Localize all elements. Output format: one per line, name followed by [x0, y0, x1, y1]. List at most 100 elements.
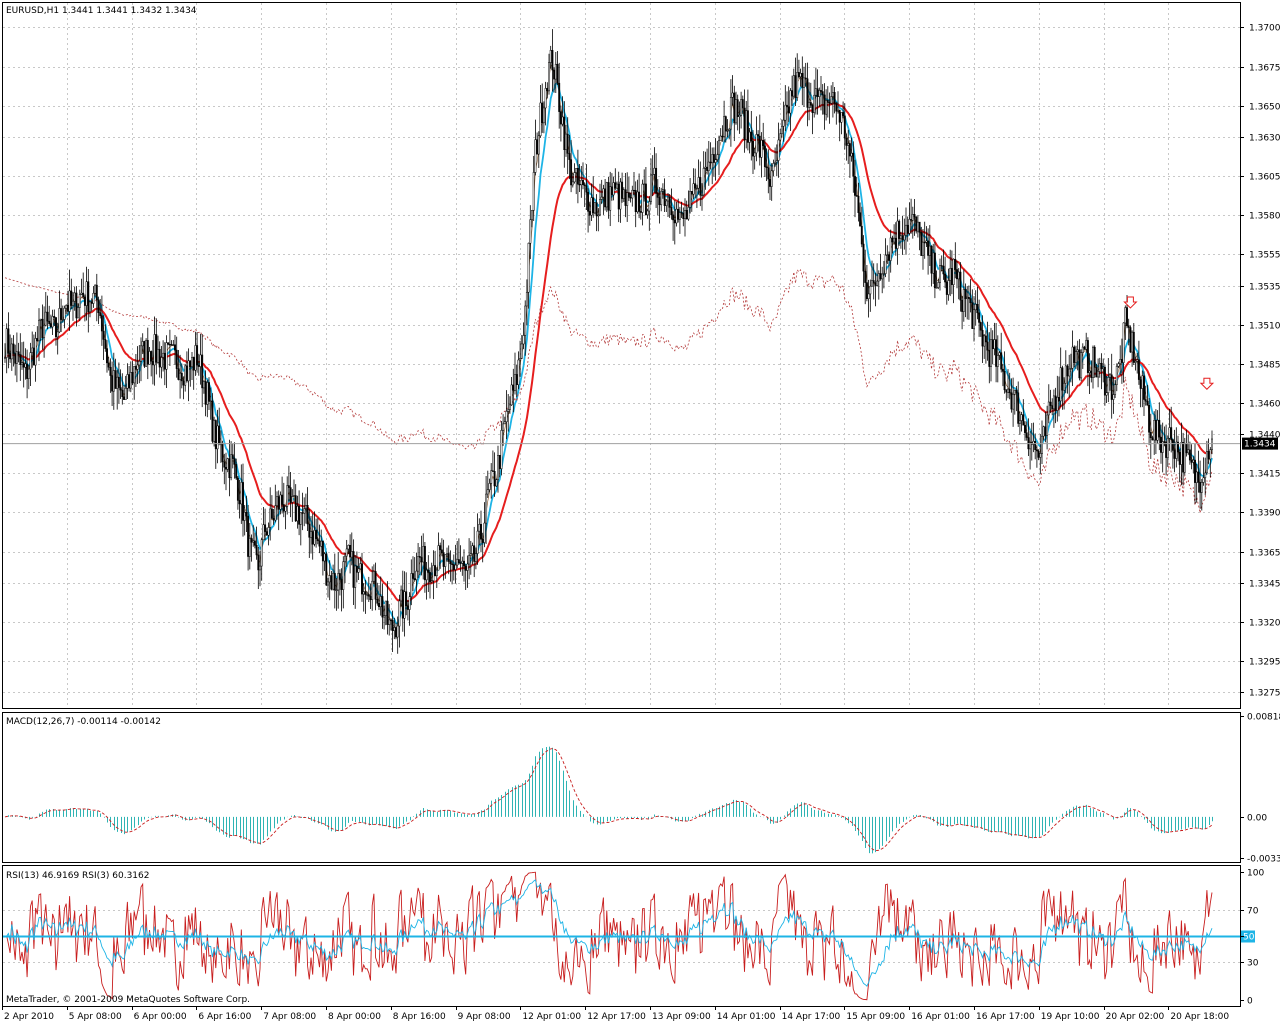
candle-body: [986, 341, 989, 351]
candle-body: [211, 400, 214, 442]
candle-body: [670, 207, 673, 216]
candle-body: [595, 202, 598, 217]
candle-body: [265, 531, 268, 536]
candle-body: [626, 192, 629, 206]
current-price-tag: 1.3434: [1242, 437, 1278, 450]
candle-body: [1110, 374, 1113, 400]
candle-body: [558, 82, 561, 112]
candle-body: [1013, 389, 1016, 395]
candle-body: [702, 168, 705, 196]
candle-body: [117, 376, 120, 388]
candle-body: [1102, 366, 1105, 370]
candle-body: [520, 343, 523, 359]
candle-body: [432, 565, 435, 581]
candle-body: [1134, 361, 1137, 363]
candle-body: [582, 179, 584, 186]
candle-body: [799, 73, 802, 78]
candle-body: [167, 342, 170, 345]
candle-body: [915, 216, 918, 232]
candle-body: [593, 202, 596, 214]
candle-body: [964, 289, 967, 300]
candle-body: [230, 454, 233, 479]
candle-body: [694, 183, 697, 189]
candlesticks[interactable]: [4, 29, 1213, 654]
candle-body: [777, 139, 780, 161]
candle-body: [1090, 370, 1093, 378]
candle-body: [163, 352, 166, 370]
candle-body: [65, 305, 68, 309]
price-tick-label: 1.3390: [1249, 509, 1280, 519]
candle-body: [383, 615, 386, 618]
candle-body: [973, 309, 975, 329]
candle-body: [321, 540, 324, 562]
candle-body: [372, 571, 375, 582]
candle-body: [590, 197, 593, 216]
candle-body: [668, 196, 671, 208]
candle-body: [44, 311, 47, 326]
candle-body: [1076, 349, 1079, 352]
candle-body: [752, 140, 754, 157]
candle-body: [150, 351, 153, 362]
candle-body: [1037, 450, 1040, 458]
candle-body: [1035, 449, 1038, 452]
time-tick-label: 13 Apr 09:00: [652, 1012, 711, 1022]
candle-body: [145, 340, 148, 367]
candle-body: [197, 364, 200, 367]
candle-body: [134, 366, 137, 370]
candle-body: [260, 539, 263, 567]
candle-body: [580, 179, 583, 186]
candle-body: [36, 338, 39, 342]
candle-body: [665, 200, 668, 206]
candle-body: [1115, 366, 1118, 385]
candle-body: [51, 316, 54, 328]
candle-body: [400, 589, 403, 602]
candle-body: [235, 464, 238, 479]
candle-body: [355, 565, 358, 573]
candle-body: [425, 569, 428, 581]
candle-body: [993, 339, 996, 350]
candle-body: [440, 549, 443, 554]
candle-body: [58, 308, 61, 333]
candle-body: [303, 508, 306, 514]
time-tick-label: 16 Apr 17:00: [976, 1012, 1035, 1022]
copyright-footer: MetaTrader, © 2001-2009 MetaQuotes Softw…: [6, 995, 250, 1005]
candle-body: [158, 348, 161, 368]
candle-body: [916, 221, 919, 232]
candle-body: [180, 372, 183, 382]
candle-body: [585, 185, 588, 193]
rsi-line: [5, 879, 1213, 987]
candle-body: [850, 152, 853, 157]
candle-body: [893, 237, 896, 243]
time-tick-label: 5 Apr 08:00: [69, 1012, 122, 1022]
candle-body: [257, 554, 260, 571]
price-tick-label: 1.3630: [1249, 134, 1280, 144]
candle-body: [906, 224, 909, 234]
candle-body: [213, 420, 216, 442]
candle-body: [524, 305, 527, 336]
candle-body: [170, 344, 173, 346]
candle-body: [1010, 392, 1013, 410]
candle-body: [330, 575, 333, 590]
candle-body: [605, 182, 608, 208]
candle-body: [813, 94, 816, 113]
candle-body: [726, 130, 729, 132]
candle-body: [1166, 438, 1169, 458]
candle-body: [1199, 482, 1202, 493]
candle-body: [187, 360, 190, 382]
candle-body: [546, 88, 549, 92]
candle-body: [1032, 441, 1035, 445]
candle-body: [247, 515, 250, 557]
candle-body: [129, 372, 132, 389]
candle-body: [228, 458, 231, 479]
candle-body: [862, 243, 865, 272]
candle-body: [896, 220, 899, 249]
candle-body: [510, 384, 513, 406]
price-pane-frame: [2, 2, 1241, 709]
candle-body: [769, 178, 771, 187]
candle-body: [942, 265, 945, 275]
candle-body: [63, 307, 66, 320]
candle-body: [1127, 325, 1130, 328]
candle-body: [119, 387, 122, 391]
candle-body: [743, 107, 746, 140]
